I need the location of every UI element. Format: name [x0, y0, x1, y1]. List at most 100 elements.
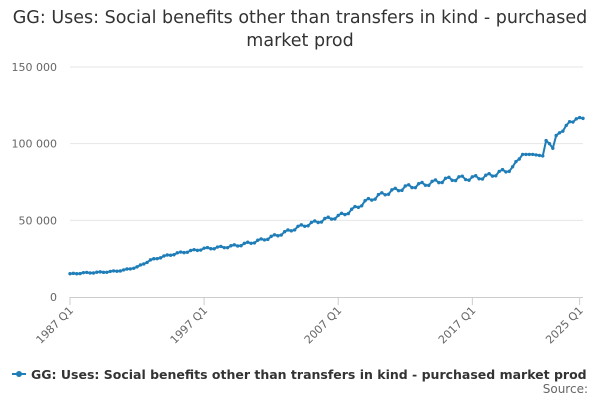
data-point[interactable]: [393, 186, 397, 190]
data-point[interactable]: [376, 192, 381, 197]
data-point[interactable]: [430, 179, 434, 184]
data-point[interactable]: [269, 234, 273, 239]
data-point[interactable]: [480, 177, 485, 181]
data-point[interactable]: [303, 224, 307, 228]
data-point[interactable]: [333, 217, 337, 221]
data-point[interactable]: [386, 192, 391, 196]
data-point[interactable]: [232, 243, 236, 247]
data-point[interactable]: [235, 244, 240, 248]
data-point[interactable]: [88, 271, 92, 275]
data-point[interactable]: [125, 267, 129, 271]
data-point[interactable]: [477, 177, 481, 181]
data-point[interactable]: [282, 230, 287, 234]
data-point[interactable]: [276, 234, 280, 238]
data-point[interactable]: [95, 270, 99, 274]
data-point[interactable]: [219, 244, 223, 249]
data-point[interactable]: [246, 240, 250, 244]
data-point[interactable]: [534, 153, 538, 157]
data-point[interactable]: [252, 241, 257, 245]
data-point[interactable]: [470, 175, 475, 179]
data-point[interactable]: [316, 220, 320, 225]
data-point[interactable]: [577, 115, 582, 120]
data-point[interactable]: [427, 183, 431, 188]
data-point[interactable]: [346, 211, 350, 216]
data-point[interactable]: [413, 185, 418, 190]
data-point[interactable]: [91, 271, 96, 275]
data-point[interactable]: [433, 178, 438, 182]
data-point[interactable]: [437, 180, 441, 185]
data-point[interactable]: [329, 217, 334, 221]
data-point[interactable]: [453, 178, 458, 183]
data-point[interactable]: [152, 257, 156, 261]
data-point[interactable]: [306, 224, 310, 228]
data-point[interactable]: [524, 152, 528, 157]
data-point[interactable]: [81, 270, 86, 275]
data-point[interactable]: [339, 211, 344, 216]
data-point[interactable]: [192, 247, 196, 252]
data-point[interactable]: [410, 185, 414, 190]
data-point[interactable]: [474, 174, 478, 178]
data-point[interactable]: [105, 270, 109, 274]
data-point[interactable]: [165, 253, 169, 257]
data-point[interactable]: [396, 188, 401, 193]
data-point[interactable]: [108, 269, 112, 274]
data-point[interactable]: [484, 173, 488, 177]
data-point[interactable]: [212, 247, 216, 251]
data-point[interactable]: [71, 271, 76, 276]
data-point[interactable]: [356, 205, 361, 210]
data-point[interactable]: [266, 237, 270, 242]
data-point[interactable]: [554, 133, 558, 138]
data-point[interactable]: [507, 169, 511, 174]
data-point[interactable]: [423, 183, 428, 187]
data-point[interactable]: [189, 248, 193, 253]
data-point[interactable]: [557, 131, 562, 135]
data-point[interactable]: [463, 177, 468, 182]
data-point[interactable]: [510, 165, 515, 169]
data-point[interactable]: [222, 245, 226, 250]
data-point[interactable]: [205, 245, 210, 250]
data-point[interactable]: [373, 197, 377, 201]
data-point[interactable]: [292, 228, 297, 232]
data-point[interactable]: [215, 245, 220, 249]
data-point[interactable]: [202, 246, 206, 250]
data-point[interactable]: [209, 247, 213, 251]
data-point[interactable]: [229, 244, 233, 248]
data-point[interactable]: [121, 268, 126, 272]
data-point[interactable]: [145, 260, 149, 265]
data-point[interactable]: [68, 272, 72, 276]
data-point[interactable]: [182, 250, 186, 255]
data-point[interactable]: [101, 270, 106, 275]
data-point[interactable]: [142, 262, 146, 266]
data-point[interactable]: [457, 175, 461, 179]
data-point[interactable]: [561, 129, 565, 133]
data-point[interactable]: [363, 199, 367, 203]
data-point[interactable]: [199, 248, 203, 252]
data-point[interactable]: [460, 174, 464, 178]
data-point[interactable]: [175, 251, 179, 255]
data-point[interactable]: [85, 270, 89, 275]
data-point[interactable]: [296, 224, 300, 228]
data-point[interactable]: [319, 220, 324, 224]
data-point[interactable]: [279, 233, 283, 237]
data-point[interactable]: [544, 138, 548, 143]
data-point[interactable]: [383, 193, 387, 197]
data-point[interactable]: [132, 266, 136, 270]
data-point[interactable]: [403, 184, 407, 188]
data-point[interactable]: [500, 167, 505, 172]
data-point[interactable]: [349, 207, 354, 211]
data-point[interactable]: [155, 256, 159, 261]
data-point[interactable]: [380, 191, 384, 195]
data-point[interactable]: [527, 152, 532, 157]
data-point[interactable]: [406, 183, 411, 187]
data-point[interactable]: [504, 170, 508, 174]
data-point[interactable]: [272, 233, 277, 237]
data-point[interactable]: [581, 116, 585, 121]
data-point[interactable]: [497, 169, 501, 174]
data-point[interactable]: [239, 244, 243, 248]
data-point[interactable]: [115, 269, 119, 273]
data-point[interactable]: [286, 228, 290, 232]
data-point[interactable]: [370, 198, 374, 202]
data-point[interactable]: [537, 153, 542, 158]
data-point[interactable]: [564, 123, 568, 128]
data-point[interactable]: [98, 270, 102, 274]
